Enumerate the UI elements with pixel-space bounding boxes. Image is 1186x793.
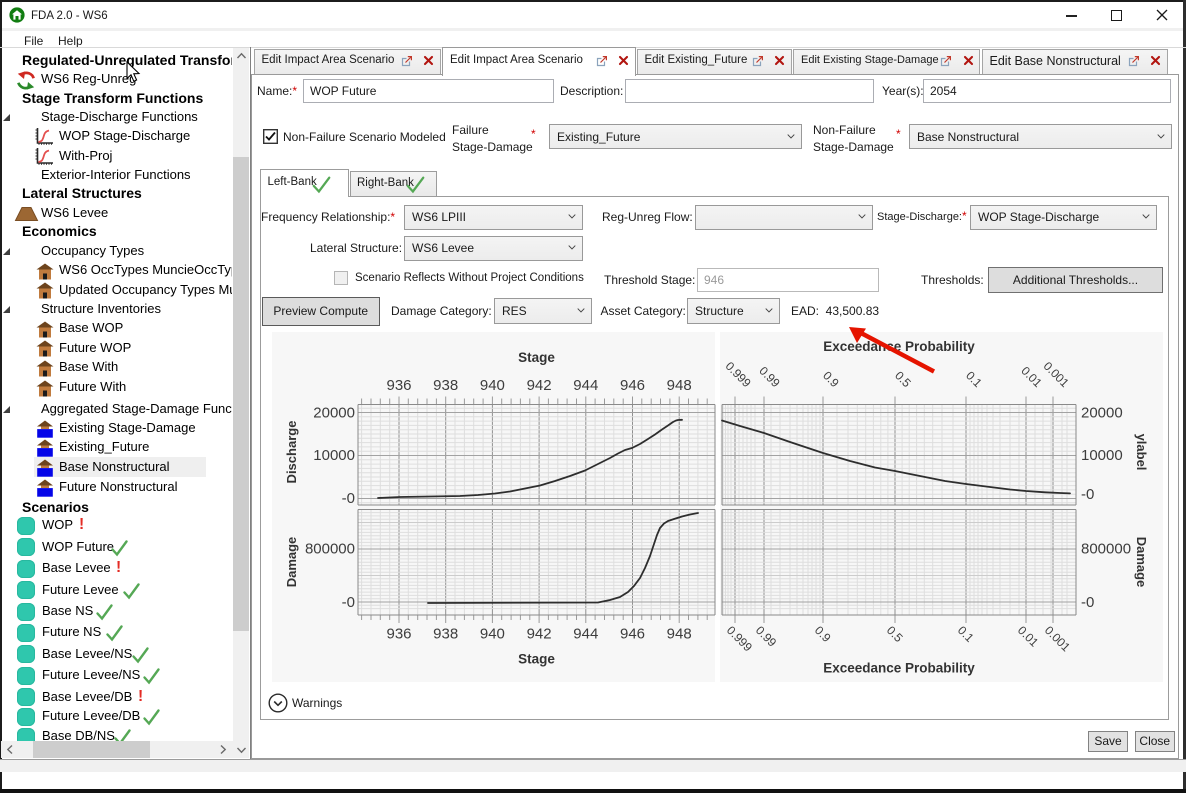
svg-text:940: 940 — [480, 626, 505, 643]
svg-text:Exceedance Probability: Exceedance Probability — [823, 661, 975, 676]
svg-text:800000: 800000 — [1081, 541, 1131, 558]
svg-text:-0: -0 — [1081, 486, 1094, 503]
svg-text:ylabel: ylabel — [1134, 434, 1149, 471]
svg-text:948: 948 — [667, 626, 692, 643]
svg-text:10000: 10000 — [313, 447, 355, 464]
svg-text:942: 942 — [527, 626, 552, 643]
svg-text:936: 936 — [386, 377, 411, 394]
svg-text:10000: 10000 — [1081, 447, 1123, 464]
svg-text:20000: 20000 — [1081, 405, 1123, 422]
svg-text:938: 938 — [433, 377, 458, 394]
svg-text:Discharge: Discharge — [284, 421, 299, 484]
svg-text:938: 938 — [433, 626, 458, 643]
svg-text:-0: -0 — [342, 594, 355, 611]
svg-text:Stage: Stage — [518, 652, 555, 667]
svg-text:20000: 20000 — [313, 405, 355, 422]
svg-text:944: 944 — [573, 377, 598, 394]
svg-text:946: 946 — [620, 377, 645, 394]
svg-text:940: 940 — [480, 377, 505, 394]
svg-text:946: 946 — [620, 626, 645, 643]
svg-text:-0: -0 — [1081, 594, 1094, 611]
svg-text:-0: -0 — [342, 490, 355, 507]
svg-text:936: 936 — [386, 626, 411, 643]
svg-text:944: 944 — [573, 626, 598, 643]
svg-text:948: 948 — [667, 377, 692, 394]
svg-text:Damage: Damage — [284, 537, 299, 588]
svg-text:Damage: Damage — [1134, 537, 1149, 588]
svg-text:Exceedance Probability: Exceedance Probability — [823, 339, 975, 354]
svg-text:800000: 800000 — [305, 541, 355, 558]
svg-text:Stage: Stage — [518, 350, 555, 365]
svg-text:942: 942 — [527, 377, 552, 394]
